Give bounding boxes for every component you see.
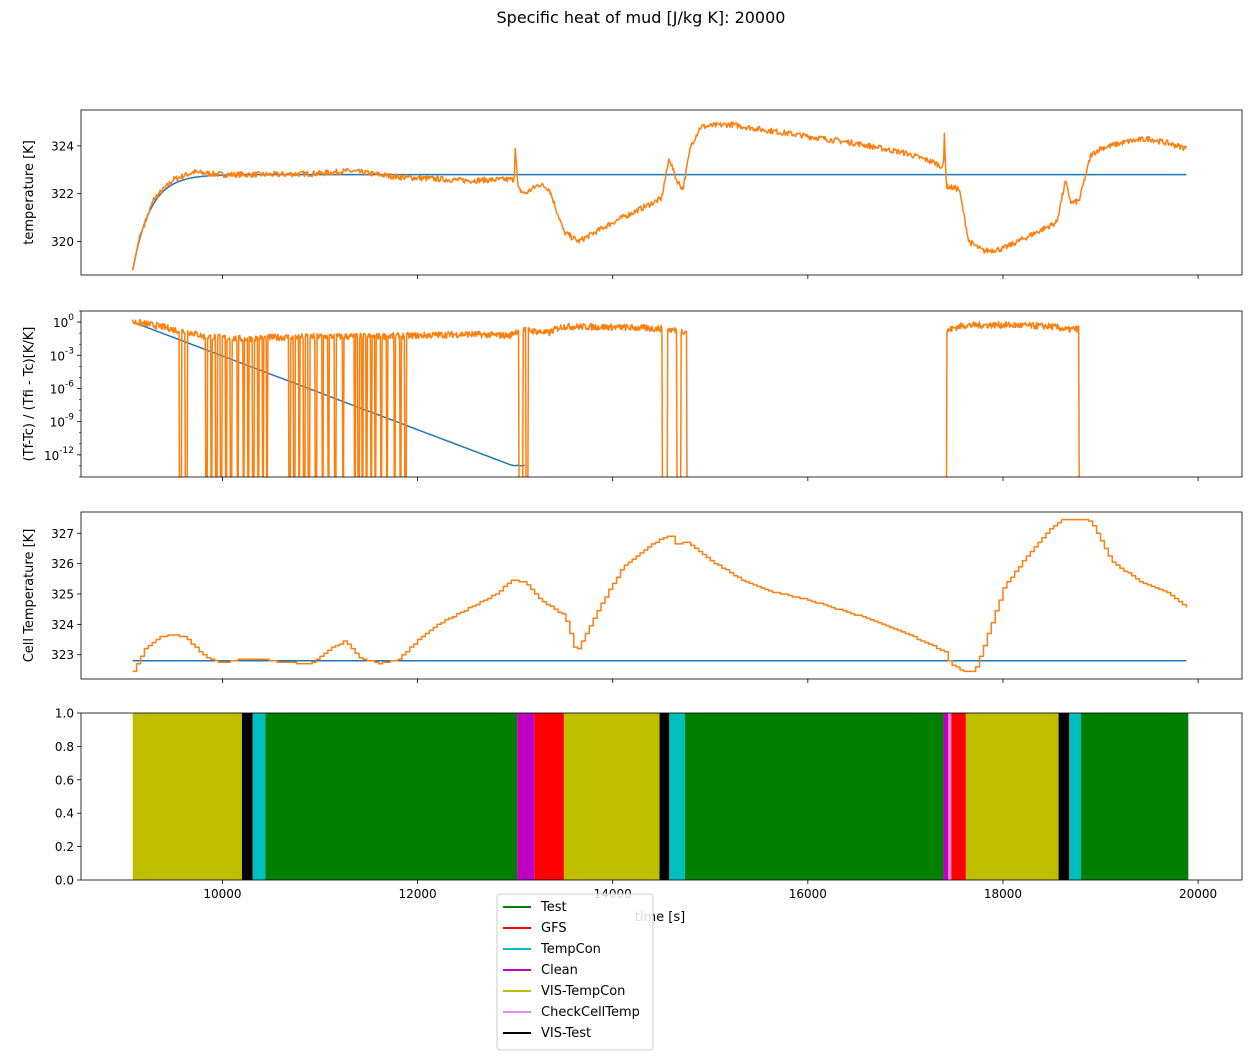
band-test [1081,713,1189,880]
legend-label: VIS-TempCon [541,984,625,999]
y-tick-label: 1.0 [55,707,74,721]
y-axis-label: Cell Temperature [K] [22,529,37,663]
panel-2: 100 10-3 10-6 10-9 10-12 (Tf-Tc) / (Tfi - Tc)… [22,310,1243,481]
legend-box [496,893,654,1051]
band-tempcon [1069,713,1082,880]
y-tick-label: 10-9 [50,412,75,429]
axes-frame [80,712,1243,881]
plot-area [131,319,1080,477]
band-clean [517,713,535,880]
y-tick-label: 320 [51,235,74,249]
series-line-2 [131,121,1188,271]
band-test [265,713,518,880]
band-gfs [951,713,966,880]
band-clean [943,713,949,880]
panel-1: 320 322 324 temperature [K] [22,109,1243,279]
band-test [684,713,944,880]
x-tick-label: 12000 [398,887,436,901]
band-tempcon [252,713,266,880]
band-vis-tempcon [563,713,660,880]
x-tick-label: 10000 [203,887,241,901]
band-vis-tempcon [132,713,242,880]
y-tick-label: 324 [51,618,74,632]
x-tick-label: 16000 [789,887,827,901]
y-axis-label: (Tf-Tc) / (Tfi - Tc)[K/K] [22,327,37,462]
plot-area [132,518,1188,673]
y-tick-label: 323 [51,648,74,662]
legend-label: VIS-Test [541,1026,591,1041]
y-tick-label: 10-3 [50,346,74,363]
axes-frame [80,511,1243,680]
y-tick-label: 0.2 [55,840,74,854]
y-tick-label: 0.8 [55,740,74,754]
y-tick-label: 10-12 [44,445,74,462]
band-gfs [534,713,564,880]
legend: Test GFS TempCon Clean VIS-TempCon CheckCellT… [496,893,654,1051]
y-tick-label: 0.6 [55,773,74,787]
series-line-2 [131,319,1080,477]
band-vis-test [1058,713,1070,880]
legend-label: TempCon [540,942,601,957]
axes-frame [80,310,1243,478]
y-tick-label: 326 [51,557,74,571]
band-tempcon [669,713,685,880]
y-tick-label: 0.4 [55,807,74,821]
y-tick-label: 327 [51,527,74,541]
legend-label: Clean [541,963,578,978]
band-vis-test [659,713,670,880]
series-line-2 [132,518,1188,673]
plot-area [132,713,1189,880]
legend-label: GFS [541,921,567,936]
band-checkcelltemp [948,713,952,880]
legend-label: CheckCellTemp [541,1005,640,1020]
y-tick-label: 100 [53,313,74,330]
legend-label: Test [540,900,567,915]
y-tick-label: 0.0 [55,874,74,888]
panel-4: 0.00.20.40.60.81.01000012000140001600018… [55,707,1243,901]
x-tick-label: 18000 [984,887,1022,901]
axes-frame [80,109,1243,276]
series-line-1 [131,173,1187,271]
band-vis-tempcon [965,713,1059,880]
y-tick-label: 324 [51,139,74,153]
y-tick-label: 322 [51,187,74,201]
panel-3: 323 324 325 326 327 Cell Temperature [K] [22,511,1243,683]
chart-title: Specific heat of mud [J/kg K]: 20000 [497,8,786,27]
y-tick-label: 325 [51,587,74,601]
y-axis-label: temperature [K] [22,140,37,245]
band-vis-test [241,713,253,880]
plot-area [131,121,1188,271]
x-tick-label: 20000 [1179,887,1217,901]
y-tick-label: 10-6 [50,379,75,396]
